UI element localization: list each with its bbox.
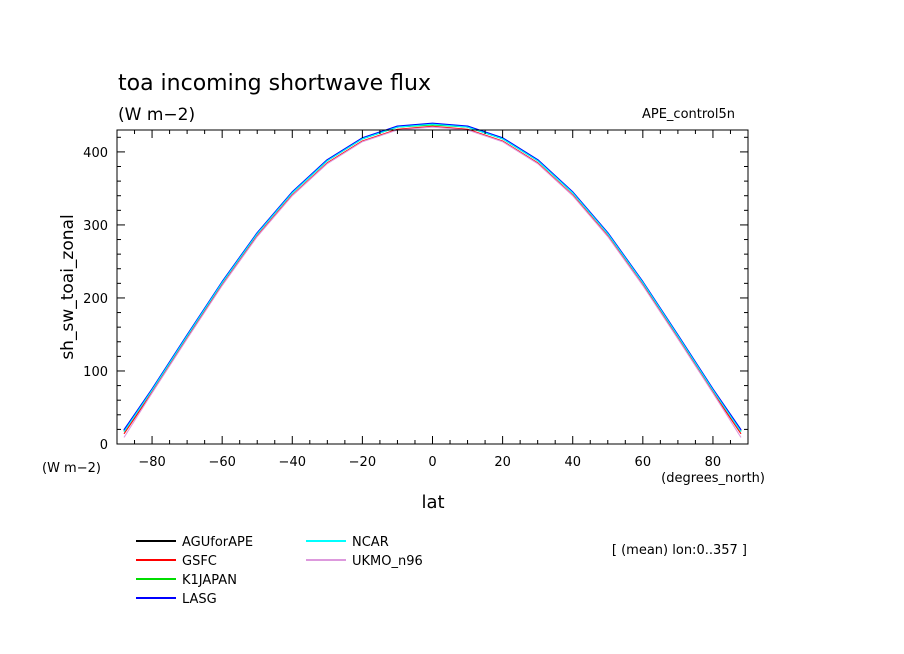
legend-label-lasg: LASG — [182, 592, 217, 607]
plot-frame — [116, 129, 749, 445]
experiment-label: APE_control5n — [642, 107, 735, 122]
x-tick-labels: −80 −60 −40 −20 0 20 40 60 80 — [138, 455, 721, 470]
series-line-gsfc — [123, 125, 742, 435]
footnote: [ (mean) lon:0..357 ] — [612, 543, 747, 558]
series-line-ncar — [123, 123, 742, 432]
legend-label-ukmo-n96: UKMO_n96 — [352, 554, 423, 569]
x-tick-label: 80 — [705, 455, 722, 470]
legend-label-gsfc: GSFC — [182, 554, 217, 569]
y-tick-label: 100 — [83, 365, 108, 380]
y-axis-label: sh_sw_toai_zonal — [58, 214, 78, 359]
x-tick-label: 0 — [428, 455, 436, 470]
axis-ticks — [116, 130, 749, 445]
plot-lines — [123, 122, 742, 438]
legend: AGUforAPE GSFC K1JAPAN LASG NCAR UKMO_n96 — [136, 535, 423, 607]
legend-label-k1japan: K1JAPAN — [182, 573, 237, 588]
y-tick-label: 200 — [83, 292, 108, 307]
series-line-lasg — [123, 122, 742, 431]
y-tick-labels: 0 100 200 300 400 — [83, 146, 108, 453]
x-axis-unit: (degrees_north) — [661, 471, 765, 486]
y-tick-label: 0 — [100, 438, 108, 453]
y-tick-label: 400 — [83, 146, 108, 161]
x-axis-label: lat — [421, 492, 444, 513]
chart-subtitle: (W m−2) — [118, 105, 195, 125]
y-tick-label: 300 — [83, 219, 108, 234]
legend-label-aguforape: AGUforAPE — [182, 535, 253, 550]
x-tick-label: 60 — [635, 455, 652, 470]
x-tick-label: 20 — [494, 455, 511, 470]
x-tick-label: 40 — [564, 455, 581, 470]
x-tick-label: −20 — [349, 455, 376, 470]
series-line-aguforape — [123, 123, 742, 432]
series-line-ukmo-n96 — [123, 126, 742, 438]
y-axis-unit: (W m−2) — [42, 461, 101, 476]
legend-label-ncar: NCAR — [352, 535, 389, 550]
x-tick-label: −80 — [138, 455, 165, 470]
series-line-k1japan — [123, 124, 742, 432]
x-tick-label: −60 — [208, 455, 235, 470]
chart-title: toa incoming shortwave flux — [118, 71, 431, 96]
x-tick-label: −40 — [279, 455, 306, 470]
